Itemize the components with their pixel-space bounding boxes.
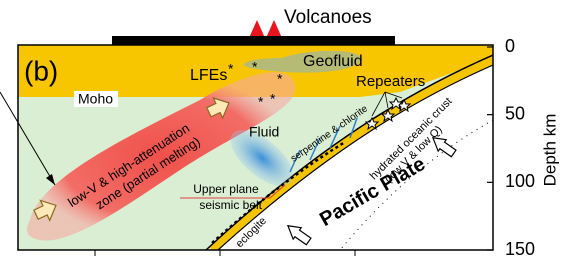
volcano	[266, 20, 282, 38]
axis-label: Depth km	[540, 114, 559, 187]
belt-line: seismic belt	[199, 198, 262, 212]
y-tick-label: 50	[505, 103, 525, 123]
x-ticks	[95, 250, 355, 256]
y-tick-label: 0	[505, 36, 515, 56]
y-tick-label: 150	[505, 239, 535, 259]
volcano-label: Volcanoes	[284, 7, 372, 28]
land-surface	[112, 36, 395, 45]
volcano	[249, 20, 265, 38]
repeaters-label: Repeaters	[356, 73, 425, 90]
svg-text:*: *	[252, 59, 258, 75]
svg-text:*: *	[228, 61, 234, 77]
y-tick-label: 100	[505, 171, 535, 191]
svg-text:*: *	[277, 71, 283, 87]
moho-label: Moho	[78, 91, 113, 107]
panel-label: (b)	[24, 55, 58, 86]
diagram: Volcanoes *****	[0, 0, 566, 262]
svg-text:*: *	[270, 91, 276, 107]
svg-text:*: *	[258, 94, 264, 110]
fluid-label: Fluid	[249, 124, 279, 140]
geofluid-label: Geofluid	[303, 53, 363, 70]
lfe-label: LFEs	[190, 67, 227, 84]
belt-line: Upper plane	[193, 182, 259, 196]
